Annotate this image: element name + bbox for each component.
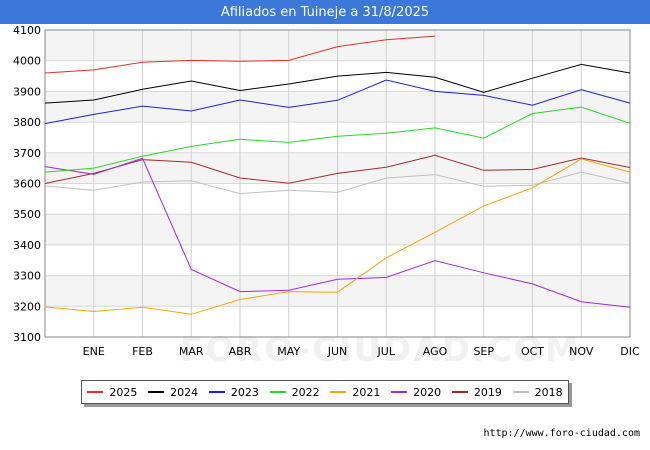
legend-swatch [451, 391, 468, 393]
y-tick-label: 3200 [13, 300, 41, 313]
legend-label: 2020 [413, 385, 442, 399]
x-tick-label: OCT [521, 345, 544, 358]
source-url: http://www.foro-ciudad.com [483, 428, 640, 439]
x-tick-label: FEB [132, 345, 153, 358]
legend-item-2019: 2019 [451, 385, 502, 399]
legend-swatch [148, 391, 165, 393]
legend-item-2025: 2025 [87, 386, 137, 399]
legend-swatch [330, 391, 347, 393]
y-tick-label: 4100 [13, 24, 41, 37]
y-tick-label: 3600 [13, 178, 41, 191]
y-tick-label: 3500 [13, 208, 41, 221]
x-tick-label: DIC [620, 345, 640, 358]
legend-label: 2023 [230, 385, 259, 399]
y-tick-label: 4000 [13, 55, 41, 68]
x-tick-label: JUL [377, 345, 396, 358]
x-tick-label: ABR [229, 345, 252, 358]
x-tick-label: NOV [569, 345, 594, 358]
legend-label: 2025 [109, 385, 138, 399]
y-tick-label: 3800 [13, 116, 41, 129]
legend-swatch [512, 391, 529, 393]
legend-label: 2019 [473, 385, 502, 399]
y-tick-label: 3400 [13, 239, 41, 252]
series-line-2021 [44, 158, 631, 315]
legend-label: 2018 [534, 385, 563, 399]
series-line-2019 [44, 154, 631, 184]
series-line-2025 [44, 35, 436, 74]
legend-item-2024: 2024 [148, 386, 198, 399]
chart-title: Afiliados en Tuineje a 31/8/2025 [0, 0, 650, 24]
y-tick-label: 3900 [13, 85, 41, 98]
y-tick-label: 3300 [13, 270, 41, 283]
chart-legend: 2025 2024 2023 2022 2021 2020 2019 2018 [81, 380, 569, 404]
legend-item-2021: 2021 [330, 386, 380, 399]
legend-label: 2024 [170, 385, 199, 399]
y-tick-label: 3700 [13, 147, 41, 160]
legend-swatch [208, 391, 225, 393]
y-tick-label: 3100 [13, 331, 41, 344]
legend-item-2023: 2023 [208, 385, 259, 399]
x-tick-label: AGO [423, 345, 448, 358]
legend-item-2018: 2018 [512, 385, 563, 399]
series-line-2020 [44, 157, 631, 308]
series-line-2018 [44, 171, 631, 195]
legend-swatch [269, 391, 286, 393]
legend-item-2022: 2022 [269, 385, 320, 399]
legend-item-2020: 2020 [391, 386, 441, 399]
series-line-2022 [44, 106, 631, 173]
x-tick-label: MAR [179, 345, 204, 358]
x-tick-label: ENE [83, 345, 105, 358]
legend-swatch [87, 391, 104, 393]
x-tick-label: MAY [277, 345, 300, 358]
legend-label: 2021 [352, 385, 381, 399]
x-tick-label: JUN [327, 345, 348, 358]
legend-swatch [391, 391, 408, 393]
series-line-2024 [44, 63, 631, 104]
series-line-2023 [44, 79, 631, 125]
x-tick-label: SEP [473, 345, 494, 358]
legend-label: 2022 [291, 385, 320, 399]
